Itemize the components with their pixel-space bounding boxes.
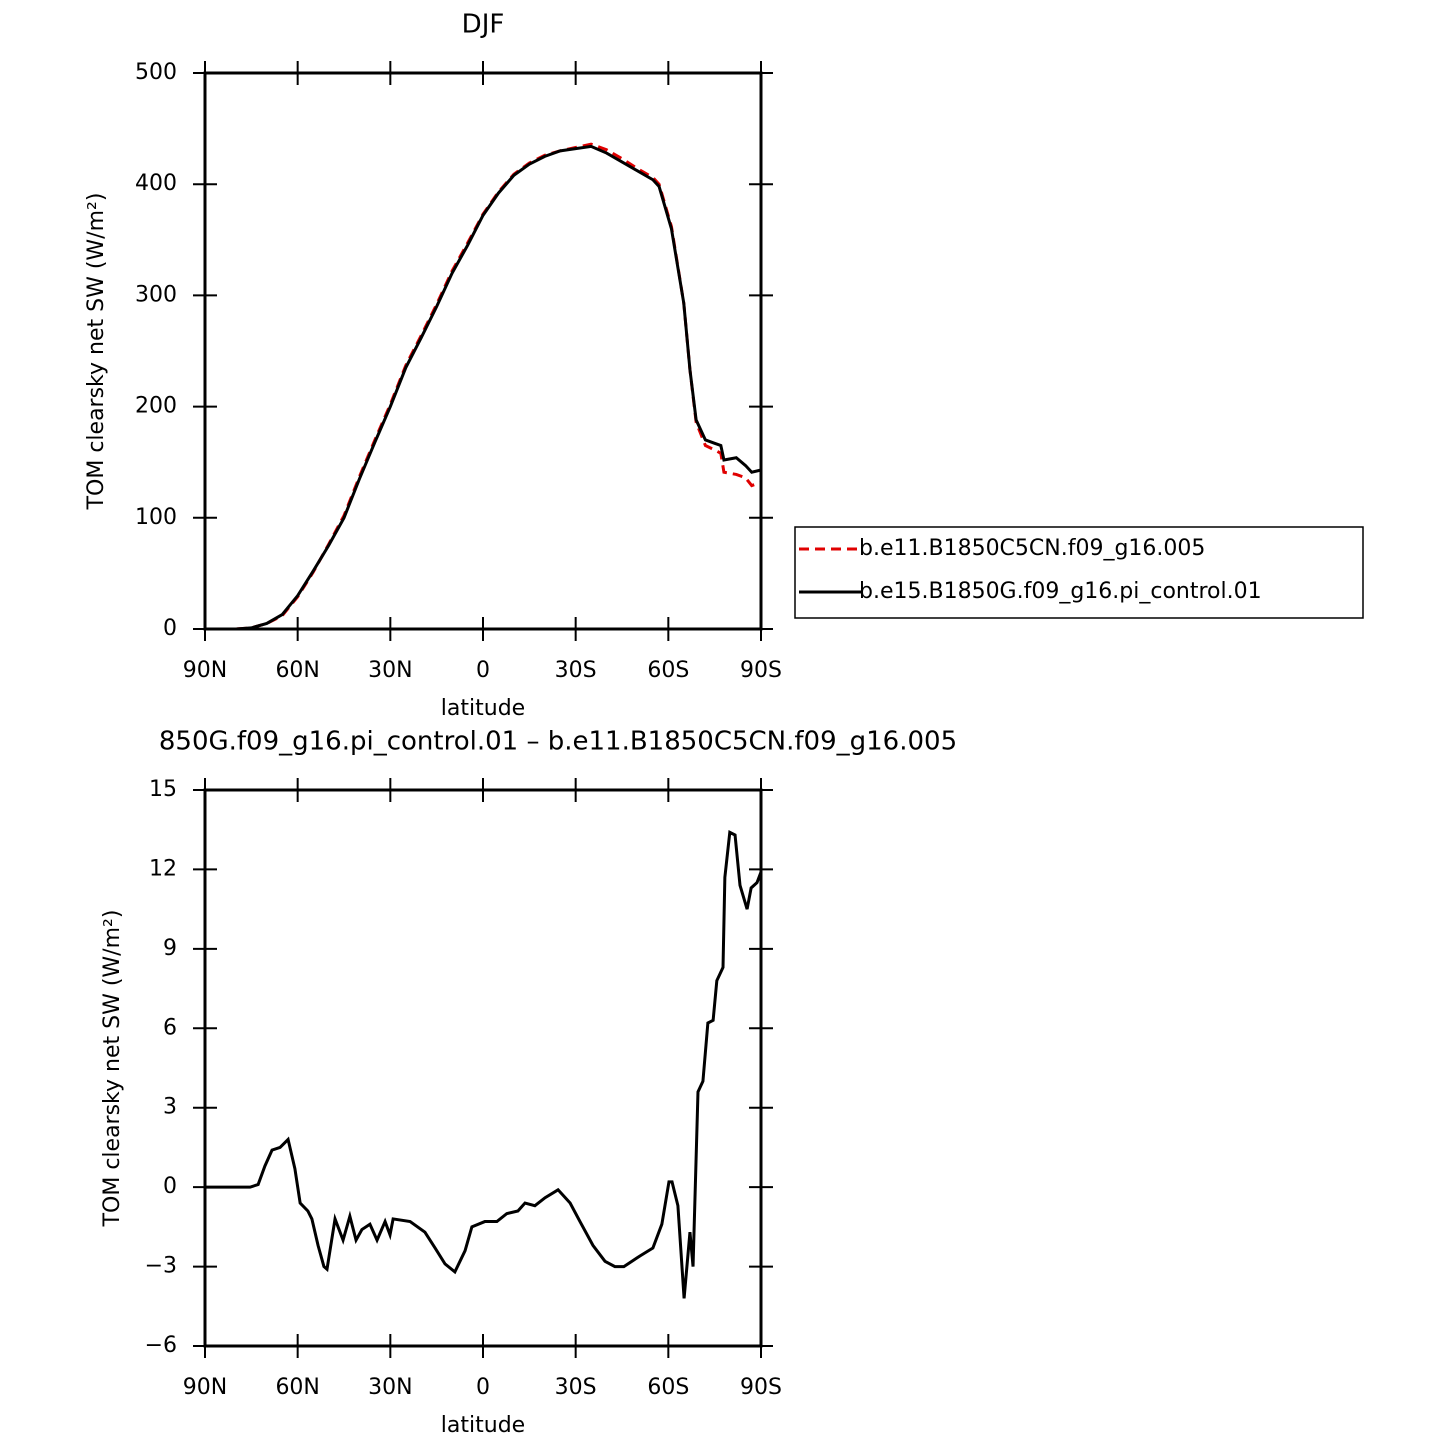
x-tick-label: 30N [368, 1375, 412, 1400]
x-tick-label: 90S [740, 658, 782, 683]
x-tick-label: 90S [740, 1375, 782, 1400]
x-tick-label: 90N [183, 1375, 227, 1400]
legend-box [794, 526, 1364, 619]
x-tick-label: 90N [183, 658, 227, 683]
y-tick-label: 100 [135, 505, 177, 530]
x-tick-label: 30N [368, 658, 412, 683]
x-tick-label: 60N [275, 1375, 319, 1400]
x-tick-label: 30S [555, 1375, 597, 1400]
y-tick-label: 400 [135, 171, 177, 196]
y-tick-label: 0 [163, 616, 177, 641]
y-tick-label: 15 [149, 777, 177, 802]
y-tick-label: 0 [163, 1174, 177, 1199]
plot-frame [203, 788, 763, 1348]
legend-label: b.e11.B1850C5CN.f09_g16.005 [859, 536, 1205, 561]
y-tick-label: 9 [163, 936, 177, 961]
y-axis-label: TOM clearsky net SW (W/m²) [100, 910, 125, 1228]
x-tick-label: 60S [647, 1375, 689, 1400]
y-tick-label: 12 [149, 856, 177, 881]
y-tick-label: 200 [135, 394, 177, 419]
x-tick-label: 60S [647, 658, 689, 683]
x-tick-label: 30S [555, 658, 597, 683]
x-tick-label: 60N [275, 658, 319, 683]
y-axis-label: TOM clearsky net SW (W/m²) [84, 193, 109, 511]
chart-title: 850G.f09_g16.pi_control.01 – b.e11.B1850… [159, 727, 957, 757]
plot-frame [203, 71, 763, 631]
legend-label: b.e15.B1850G.f09_g16.pi_control.01 [859, 579, 1262, 604]
chart-title: DJF [462, 10, 505, 40]
y-tick-label: 6 [163, 1015, 177, 1040]
y-tick-label: 500 [135, 60, 177, 85]
y-tick-label: −3 [145, 1254, 177, 1279]
x-tick-label: 0 [476, 658, 490, 683]
x-tick-label: 0 [476, 1375, 490, 1400]
series-line [205, 830, 763, 1299]
y-tick-label: −6 [145, 1333, 177, 1358]
x-axis-label: latitude [441, 1413, 525, 1438]
y-tick-label: 300 [135, 282, 177, 307]
series-line [205, 144, 762, 631]
y-tick-label: 3 [163, 1095, 177, 1120]
x-axis-label: latitude [441, 696, 525, 721]
